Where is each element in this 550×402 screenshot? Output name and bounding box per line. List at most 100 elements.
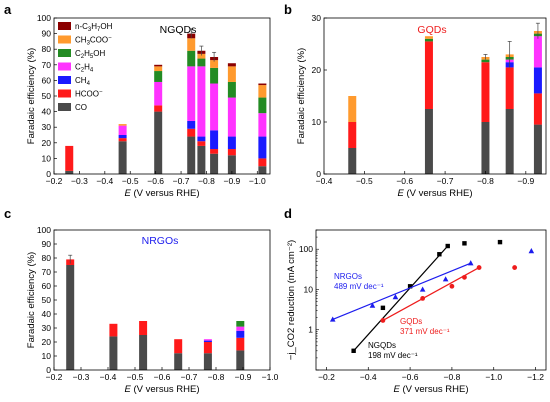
y-tick-label: 50 — [42, 295, 52, 305]
bar-segment-c2h4 — [210, 83, 219, 131]
y-tick-label: 1 — [308, 325, 313, 335]
x-tick-label: −0.5 — [356, 176, 373, 186]
panel-a-title: NGQDs — [160, 24, 197, 36]
data-point-gqds — [380, 318, 386, 323]
bar-segment-hcoo — [236, 337, 245, 351]
slope-label-ngqds: 198 mV dec⁻¹ — [368, 351, 418, 360]
x-tick-label: −0.4 — [360, 372, 377, 382]
y-tick-label: 100 — [299, 244, 313, 254]
y-axis-label: Faradaic efficiency (%) — [296, 48, 307, 144]
y-tick-label: 10 — [42, 153, 52, 163]
bar-segment-c2h4 — [227, 97, 236, 137]
y-axis-label: Faradaic efficiency (%) — [26, 252, 37, 348]
x-tick-label: −1.2 — [527, 372, 544, 382]
bar-segment-hcoo — [154, 105, 163, 112]
fit-line-ngqds — [353, 245, 449, 352]
bar-segment-co — [533, 124, 542, 174]
legend-label-c2h4: C2H4 — [75, 63, 94, 74]
legend-label-hcoo: HCOO− — [75, 90, 103, 99]
slope-label-gqds: 371 mV dec⁻¹ — [400, 327, 450, 336]
x-tick-label: −0.4 — [316, 176, 333, 186]
panel-b-chart: −0.4 −0.5 −0.6 −0.7 −0.8 −0.9 0 10 20 30 E (V vers… — [296, 13, 547, 199]
panel-b-plot-frame — [323, 17, 547, 175]
bar-segment-ch3coo — [348, 96, 357, 122]
data-point-gqds — [420, 296, 426, 301]
y-tick-label: 80 — [42, 44, 52, 54]
bar-segment-hcoo — [174, 339, 183, 354]
legend-label-nc3h7oh: n-C3H7OH — [75, 22, 113, 33]
bar-segment-ch3coo — [210, 60, 219, 68]
data-point-nrgos — [419, 286, 426, 292]
legend-label-ch4: CH4 — [75, 76, 91, 87]
bar-segment-hcoo — [348, 122, 357, 148]
data-point-ngqds — [445, 243, 450, 249]
bar-segment-c2h5oh — [210, 67, 219, 84]
x-axis-label: E (V versus RHE) — [394, 384, 469, 395]
y-tick-label: 90 — [42, 239, 52, 249]
x-tick-label: −0.2 — [46, 372, 63, 382]
legend-label-co: CO — [75, 103, 87, 112]
x-tick-label: −1.0 — [262, 372, 279, 382]
bar-segment-co — [227, 155, 236, 174]
bar-segment-c2h5oh — [481, 59, 490, 63]
y-tick-label: 10 — [312, 117, 322, 127]
x-tick-label: −0.9 — [517, 176, 534, 186]
y-tick-label: 20 — [42, 138, 52, 148]
bar-segment-co — [210, 153, 219, 174]
bar-segment-co — [154, 111, 163, 174]
data-point-nrgos — [528, 248, 535, 254]
bar-segment-co — [424, 109, 433, 174]
x-tick-label: −0.7 — [181, 372, 198, 382]
bar-segment-ch4 — [187, 120, 196, 129]
bar-segment-hcoo — [258, 158, 267, 167]
bar-segment-co — [174, 353, 183, 370]
bar-segment-hcoo — [187, 128, 196, 137]
y-tick-label: 30 — [42, 122, 52, 132]
data-point-nrgos — [329, 316, 336, 322]
slope-label-nrgos: 489 mV dec⁻¹ — [334, 282, 384, 291]
x-axis-label: E (V versus RHE) — [398, 188, 473, 199]
legend-swatch-ch4 — [58, 76, 71, 84]
bar-segment-c2h4 — [154, 81, 163, 106]
bar-segment-c2h4 — [197, 66, 206, 137]
bar-segment-ch3coo — [424, 36, 433, 39]
bar-segment-c2h4 — [118, 125, 127, 135]
bar-segment-co — [236, 350, 245, 370]
x-tick-label: −0.6 — [154, 372, 171, 382]
y-tick-label: 0 — [316, 169, 321, 179]
bar-segment-ch4 — [258, 136, 267, 159]
bar-segment-ch4 — [118, 135, 127, 139]
bar-segment-c2h5oh — [197, 58, 206, 67]
y-tick-label: 10 — [42, 351, 52, 361]
bar-segment-hcoo — [109, 323, 118, 337]
y-axis-label: Faradaic efficiency (%) — [26, 48, 37, 144]
bar-segment-hcoo — [424, 41, 433, 109]
data-point-gqds — [462, 274, 467, 280]
y-tick-label: 40 — [42, 309, 52, 319]
bar-segment-nc3h7oh — [227, 63, 236, 67]
x-tick-label: −0.6 — [396, 176, 413, 186]
x-tick-label: −0.3 — [73, 372, 90, 382]
x-tick-label: −0.2 — [46, 176, 63, 186]
x-tick-label: −0.8 — [477, 176, 494, 186]
data-point-ngqds — [497, 239, 503, 245]
x-tick-label: −0.5 — [127, 372, 144, 382]
data-point-nrgos — [392, 294, 399, 300]
legend-swatch-nc3h7oh — [58, 22, 71, 30]
legend-swatch-hcoo — [58, 89, 71, 98]
series-label-gqds: GQDs — [400, 317, 422, 326]
y-tick-label: 80 — [42, 253, 52, 263]
x-tick-label: −0.6 — [402, 372, 419, 382]
legend-swatch-c2h5oh — [58, 49, 71, 57]
bar-segment-co — [203, 353, 212, 370]
y-tick-label: 70 — [42, 60, 52, 70]
x-axis-label: E (V versus RHE) — [125, 188, 200, 199]
bar-segment-ch3coo — [187, 38, 196, 51]
y-axis-label: −j_CO2 reduction (mA cm⁻²) — [286, 240, 297, 360]
bar-segment-hcoo — [210, 149, 219, 154]
x-tick-label: −0.8 — [198, 176, 215, 186]
data-point-gqds — [512, 265, 518, 270]
y-tick-label: 70 — [42, 267, 52, 277]
bar-segment-c2h5oh — [187, 50, 196, 67]
